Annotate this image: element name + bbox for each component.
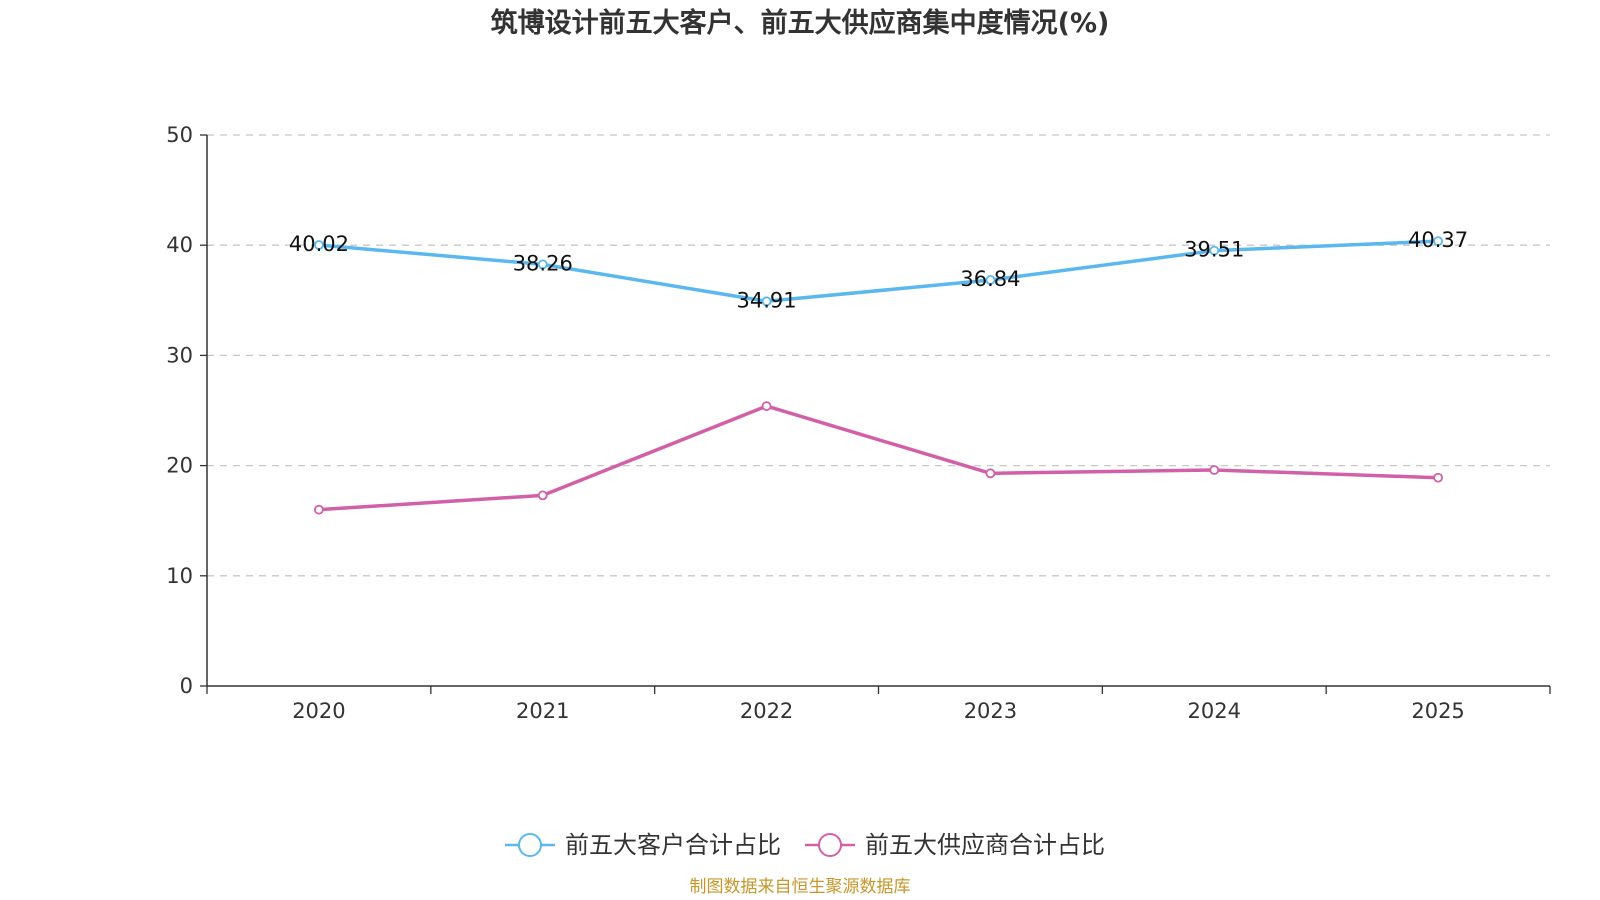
data-point[interactable] — [985, 275, 996, 285]
data-point[interactable] — [314, 240, 324, 250]
legend-item-1[interactable]: 前五大客户合计占比 — [505, 831, 781, 859]
series-1 — [314, 236, 1443, 307]
x-tick-label: 2022 — [740, 699, 793, 723]
legend-circle-icon — [818, 833, 842, 857]
data-label: 36.84 — [960, 267, 1020, 291]
data-label: 40.02 — [289, 232, 349, 256]
data-label: 40.37 — [1408, 228, 1468, 252]
x-tick-label: 2020 — [292, 699, 345, 723]
chart-title: 筑博设计前五大客户、前五大供应商集中度情况(%) — [491, 7, 1110, 39]
legend-circle-icon — [518, 833, 542, 857]
x-tick-label: 2021 — [516, 699, 569, 723]
data-label: 34.91 — [737, 288, 797, 312]
source-note: 制图数据来自恒生聚源数据库 — [690, 877, 911, 897]
y-tick-label: 0 — [180, 674, 193, 698]
data-labels: 40.02 38.26 34.91 36.84 39.51 40.37 — [289, 228, 1468, 312]
data-point[interactable] — [1209, 245, 1220, 256]
legend-item-2[interactable]: 前五大供应商合计占比 — [805, 831, 1105, 859]
y-tick-label: 20 — [166, 454, 193, 478]
data-point[interactable] — [761, 296, 772, 307]
data-point[interactable] — [1433, 236, 1443, 247]
x-tick-label: 2024 — [1188, 699, 1241, 723]
grid-lines — [207, 134, 1550, 577]
legend-label: 前五大客户合计占比 — [565, 831, 781, 859]
y-tick-label: 30 — [166, 343, 193, 367]
data-label: 39.51 — [1184, 238, 1244, 262]
series-lines — [314, 236, 1443, 515]
series-line — [318, 239, 1439, 304]
data-point[interactable] — [537, 490, 548, 501]
data-point[interactable] — [537, 259, 548, 270]
data-point[interactable] — [985, 468, 996, 479]
data-label: 38.26 — [513, 251, 573, 275]
legend[interactable]: 前五大客户合计占比 前五大供应商合计占比 — [505, 831, 1105, 859]
legend-label: 前五大供应商合计占比 — [865, 831, 1105, 859]
x-tick-label: 2025 — [1411, 699, 1464, 723]
series-line — [318, 404, 1439, 512]
data-point[interactable] — [314, 504, 324, 515]
data-point[interactable] — [761, 401, 772, 411]
y-tick-label: 10 — [166, 564, 193, 588]
series-2 — [314, 401, 1443, 515]
axes: 0 10 20 30 40 50 2020 2021 2022 2023 2024 2025 — [166, 123, 1551, 723]
x-tick-label: 2023 — [964, 699, 1017, 723]
y-tick-label: 40 — [166, 233, 193, 257]
y-tick-label: 50 — [166, 123, 193, 147]
data-point[interactable] — [1209, 465, 1220, 475]
data-point[interactable] — [1433, 472, 1443, 483]
